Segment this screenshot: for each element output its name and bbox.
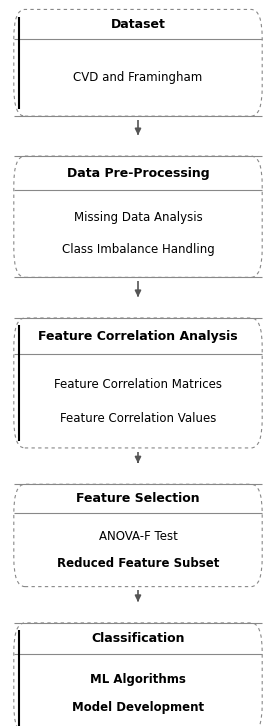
Text: Feature Correlation Values: Feature Correlation Values — [60, 412, 216, 425]
FancyBboxPatch shape — [14, 9, 262, 116]
FancyBboxPatch shape — [14, 318, 262, 448]
FancyBboxPatch shape — [14, 156, 262, 277]
Text: Dataset: Dataset — [111, 18, 165, 31]
Text: Missing Data Analysis: Missing Data Analysis — [74, 211, 202, 224]
Text: Data Pre-Processing: Data Pre-Processing — [67, 166, 209, 179]
Text: Feature Correlation Matrices: Feature Correlation Matrices — [54, 378, 222, 391]
Text: CVD and Framingham: CVD and Framingham — [73, 71, 203, 84]
Text: Feature Correlation Analysis: Feature Correlation Analysis — [38, 330, 238, 343]
Text: Reduced Feature Subset: Reduced Feature Subset — [57, 557, 219, 569]
Text: Classification: Classification — [91, 632, 185, 645]
FancyBboxPatch shape — [14, 484, 262, 587]
Text: Class Imbalance Handling: Class Imbalance Handling — [62, 243, 214, 256]
Text: Feature Selection: Feature Selection — [76, 492, 200, 505]
Text: ANOVA-F Test: ANOVA-F Test — [99, 530, 177, 543]
FancyBboxPatch shape — [14, 623, 262, 726]
Text: ML Algorithms: ML Algorithms — [90, 673, 186, 686]
Text: Model Development: Model Development — [72, 701, 204, 714]
